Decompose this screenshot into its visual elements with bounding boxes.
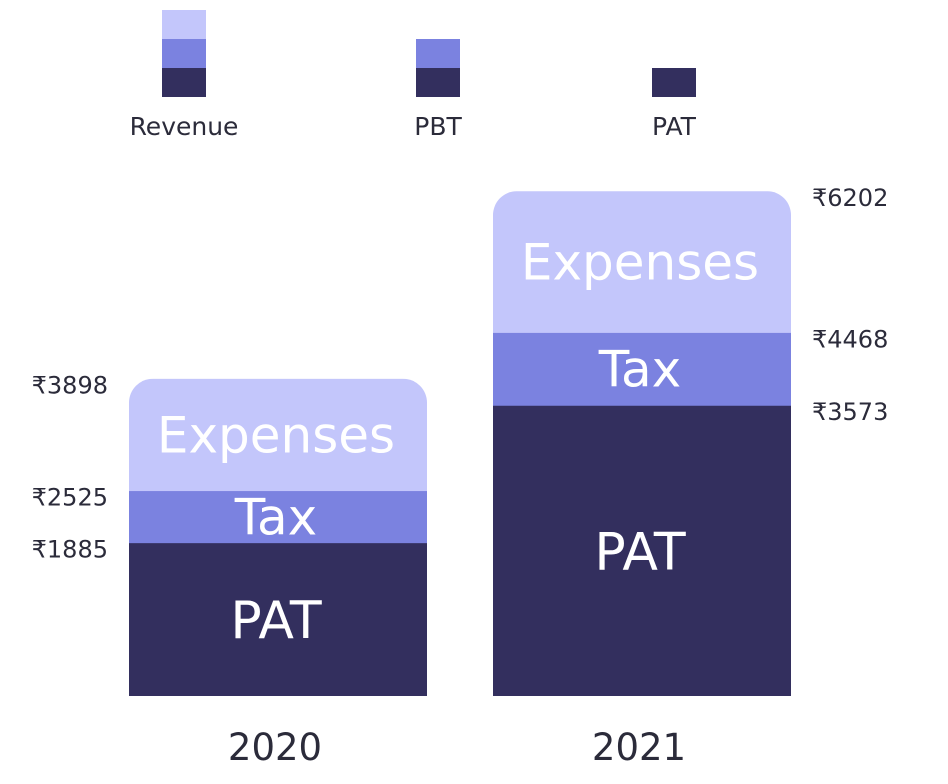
bar-segment-pat-2021 [493,405,791,696]
legend-label-pbt: PBT [414,112,462,141]
segment-label-tax-2021: Tax [598,341,682,399]
value-label-2020-0: ₹3898 [32,372,108,400]
category-label-2020: 2020 [228,726,322,769]
bar-segment-pat-2020 [129,542,427,696]
bar-segment-expenses-2020 [129,378,427,492]
segment-label-expenses-2021: Expenses [521,234,759,292]
bar-segment-expenses-2021 [493,191,791,333]
bar-2021 [493,191,791,696]
segment-label-pat-2021: PAT [594,522,686,582]
legend-item-pbt: PBT [414,39,462,141]
legend-swatch-expenses [162,10,206,39]
bar-2020 [129,378,427,696]
value-label-2020-1: ₹2525 [32,483,108,511]
value-label-2021-0: ₹6202 [812,184,888,212]
segment-label-pat-2020: PAT [230,591,322,651]
bar-segment-tax-2021 [493,332,791,406]
value-label-2021-1: ₹4468 [812,325,888,353]
legend-swatch-pat [162,68,206,97]
segment-label-expenses-2020: Expenses [157,407,395,465]
legend-label-revenue: Revenue [130,112,239,141]
category-labels: 2020 2021 [228,726,686,769]
legend-swatch-tax [162,39,206,68]
legend-swatch-pat [652,68,696,97]
value-label-2020-2: ₹1885 [32,536,108,564]
value-labels: ₹3898 ₹2525 ₹1885 ₹6202 ₹4468 ₹3573 [32,184,889,563]
legend-swatch-tax [416,39,460,68]
legend-swatch-pat [416,68,460,97]
legend-item-pat: PAT [652,68,697,141]
category-label-2021: 2021 [592,726,686,769]
legend: Revenue PBT PAT [130,10,697,141]
value-label-2021-2: ₹3573 [812,398,888,426]
segment-label-tax-2020: Tax [234,489,318,547]
bars: PAT Tax Expenses PAT Tax Expenses [129,191,791,696]
legend-label-pat: PAT [652,112,697,141]
bar-segment-tax-2020 [129,490,427,544]
legend-item-revenue: Revenue [130,10,239,141]
